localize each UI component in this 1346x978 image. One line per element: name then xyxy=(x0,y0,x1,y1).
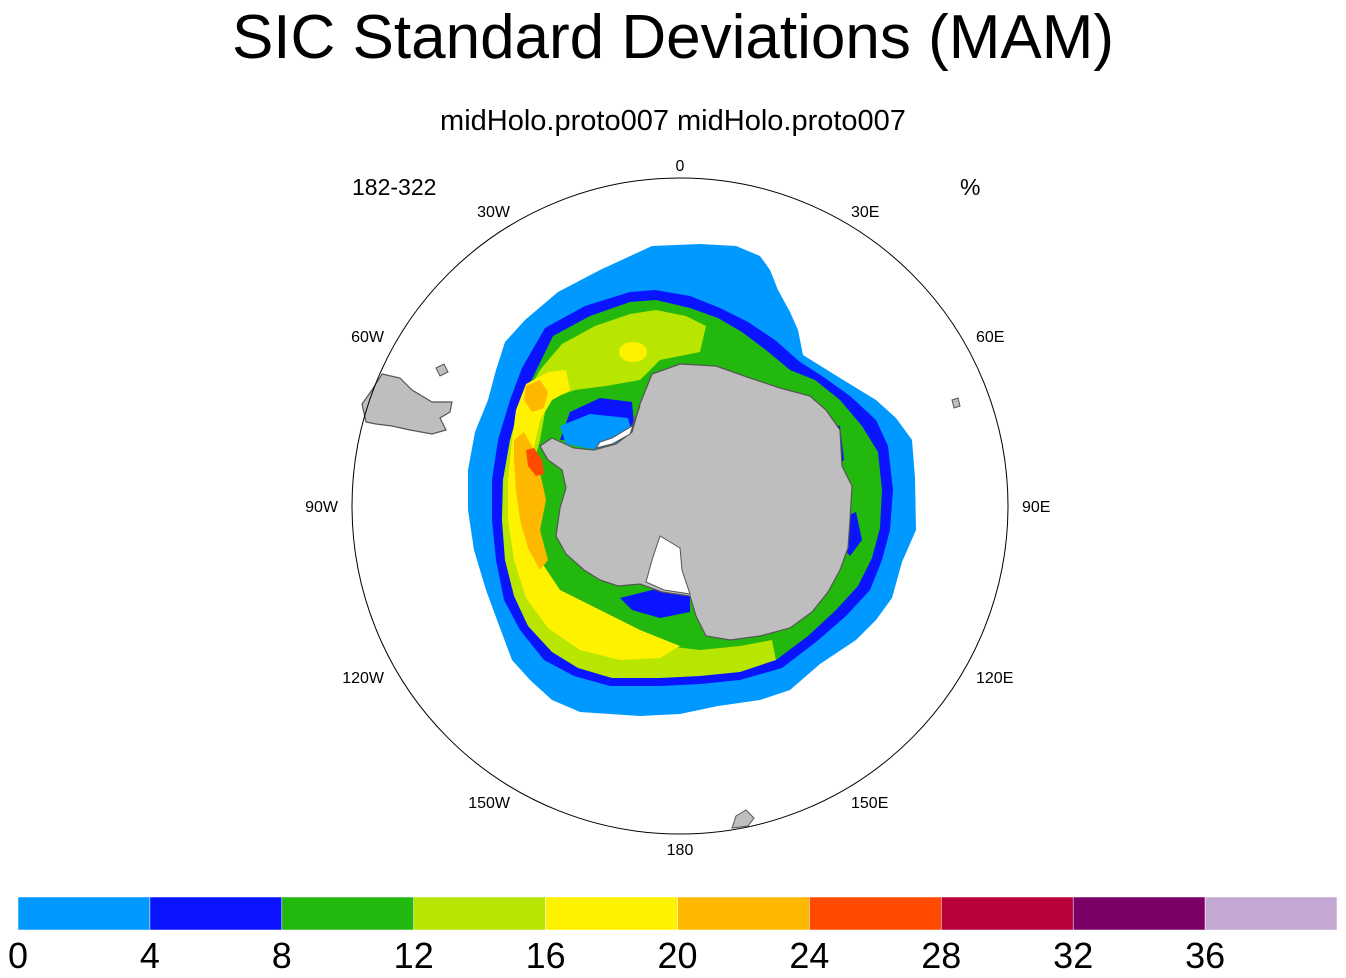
colorbar-label-0: 0 xyxy=(8,935,28,976)
lon-label-0: 0 xyxy=(676,158,685,175)
band-16-20 xyxy=(508,370,680,660)
new-zealand-landmass xyxy=(731,809,755,829)
colorbar-label-32: 32 xyxy=(1053,935,1093,976)
colorbar-box-3 xyxy=(413,896,546,931)
south-america-landmass xyxy=(361,373,453,435)
colorbar-label-36: 36 xyxy=(1185,935,1225,976)
lon-label-180: 180 xyxy=(667,842,694,859)
colorbar-box-5 xyxy=(677,896,810,931)
colorbar: 0 4 8 12 16 20 24 28 32 36 xyxy=(8,896,1338,976)
units-label: % xyxy=(960,174,981,200)
lon-label-30e: 30E xyxy=(851,204,879,221)
colorbar-box-9 xyxy=(1204,896,1338,931)
weddell-yellow-patch xyxy=(619,342,647,362)
lon-label-150e: 150E xyxy=(851,795,888,812)
colorbar-box-0 xyxy=(17,896,151,931)
lon-label-120e: 120E xyxy=(976,670,1013,687)
colorbar-box-7 xyxy=(941,896,1074,931)
time-range-label: 182-322 xyxy=(352,174,437,200)
colorbar-label-16: 16 xyxy=(526,935,566,976)
colorbar-box-1 xyxy=(149,896,283,931)
lon-label-90w: 90W xyxy=(305,499,339,516)
lon-label-150w: 150W xyxy=(468,795,511,812)
ross-inner-patch xyxy=(620,588,690,618)
band-24-28 xyxy=(526,448,544,476)
colorbar-label-28: 28 xyxy=(921,935,961,976)
falkland-islands xyxy=(435,363,449,377)
colorbar-box-6 xyxy=(809,896,942,931)
colorbar-box-8 xyxy=(1072,896,1206,931)
plot-title: SIC Standard Deviations (MAM) xyxy=(231,3,1115,72)
map-boundary-circle xyxy=(351,177,1009,835)
colorbar-label-20: 20 xyxy=(657,935,697,976)
colorbar-box-4 xyxy=(545,896,678,931)
lon-label-60w: 60W xyxy=(351,329,385,346)
colorbar-box-2 xyxy=(281,896,414,931)
longitude-labels: 0 30E 60E 90E 120E 150E 180 150W 120W 90… xyxy=(305,158,1050,859)
colorbar-label-12: 12 xyxy=(394,935,434,976)
band-20-24 xyxy=(514,380,548,570)
lon-label-60e: 60E xyxy=(976,329,1004,346)
kerguelen-island xyxy=(951,397,961,409)
colorbar-label-4: 4 xyxy=(140,935,160,976)
ross-ice-shelf xyxy=(645,535,691,595)
lon-label-120w: 120W xyxy=(342,670,385,687)
lon-label-30w: 30W xyxy=(477,204,511,221)
plot-subtitle: midHolo.proto007 midHolo.proto007 xyxy=(440,105,906,137)
antarctica-landmass xyxy=(539,363,853,641)
colorbar-label-24: 24 xyxy=(789,935,829,976)
colorbar-label-8: 8 xyxy=(272,935,292,976)
lon-label-90e: 90E xyxy=(1022,499,1050,516)
weddell-ice-shelf xyxy=(594,405,641,449)
